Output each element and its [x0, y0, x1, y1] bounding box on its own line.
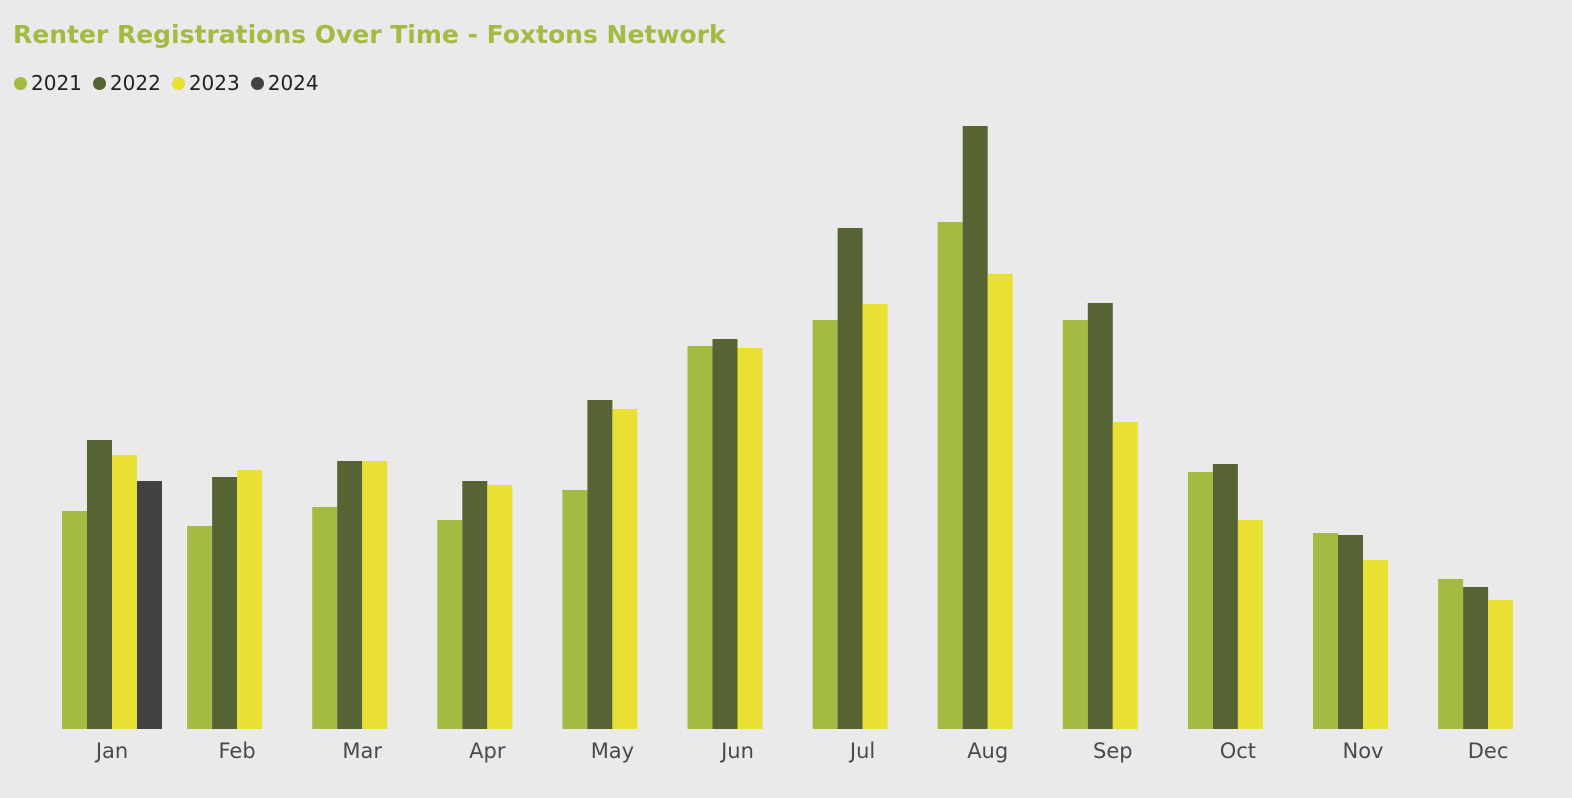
bar-oct-2021[interactable] — [1187, 472, 1213, 729]
bar-sep-2023[interactable] — [1112, 422, 1138, 729]
legend-label-2022: 2022 — [109, 71, 161, 95]
legend-label-2024: 2024 — [267, 71, 319, 95]
legend-item-2024: 2024 — [250, 71, 319, 95]
bar-nov-2021[interactable] — [1313, 533, 1338, 729]
x-tick-label-mar: Mar — [342, 739, 382, 763]
x-tick-label-nov: Nov — [1343, 739, 1384, 763]
x-tick-label-jul: Jul — [848, 739, 875, 763]
bar-may-2023[interactable] — [612, 409, 638, 729]
bar-jul-2023[interactable] — [862, 304, 888, 729]
bar-mar-2023[interactable] — [362, 461, 388, 729]
chart-legend: 2021 2022 2023 2024 — [14, 71, 330, 95]
x-tick-label-dec: Dec — [1468, 739, 1509, 763]
bar-oct-2022[interactable] — [1212, 464, 1238, 729]
bar-may-2021[interactable] — [562, 490, 588, 729]
bar-jun-2023[interactable] — [737, 348, 763, 729]
x-tick-label-feb: Feb — [219, 739, 256, 763]
bar-jan-2021[interactable] — [62, 511, 87, 729]
bar-aug-2022[interactable] — [962, 126, 988, 729]
bar-dec-2022[interactable] — [1463, 587, 1489, 729]
bar-jun-2021[interactable] — [687, 346, 713, 729]
bar-mar-2021[interactable] — [312, 507, 338, 729]
bar-aug-2021[interactable] — [937, 222, 963, 729]
bar-nov-2022[interactable] — [1338, 535, 1363, 729]
legend-dot-2022 — [92, 76, 106, 90]
x-tick-label-oct: Oct — [1220, 739, 1256, 763]
legend-label-2021: 2021 — [31, 71, 82, 95]
x-tick-label-jan: Jan — [94, 739, 128, 763]
legend-dot-2021 — [14, 76, 27, 90]
bar-dec-2023[interactable] — [1488, 600, 1514, 729]
x-tick-label-apr: Apr — [469, 739, 506, 763]
bar-oct-2023[interactable] — [1237, 520, 1263, 729]
bar-apr-2023[interactable] — [487, 485, 513, 729]
x-tick-label-may: May — [591, 739, 634, 763]
bar-apr-2022[interactable] — [462, 481, 488, 729]
bar-sep-2021[interactable] — [1062, 320, 1088, 729]
bar-apr-2021[interactable] — [437, 520, 463, 729]
bar-jun-2022[interactable] — [712, 339, 738, 729]
legend-item-2023: 2023 — [171, 71, 240, 95]
legend-label-2023: 2023 — [188, 71, 240, 95]
x-tick-label-sep: Sep — [1093, 739, 1133, 763]
bar-dec-2021[interactable] — [1438, 579, 1464, 729]
bar-jan-2023[interactable] — [112, 455, 137, 729]
x-tick-label-aug: Aug — [967, 739, 1008, 763]
bar-feb-2022[interactable] — [212, 477, 238, 729]
bar-jul-2021[interactable] — [812, 320, 838, 729]
bar-mar-2022[interactable] — [337, 461, 363, 729]
bar-feb-2021[interactable] — [187, 526, 213, 729]
chart-title: Renter Registrations Over Time - Foxtons… — [13, 20, 726, 49]
bar-jul-2022[interactable] — [837, 228, 863, 729]
bar-aug-2023[interactable] — [987, 274, 1013, 729]
legend-item-2021: 2021 — [14, 71, 82, 95]
legend-dot-2023 — [171, 76, 185, 90]
bar-sep-2022[interactable] — [1087, 303, 1113, 729]
bar-jan-2024[interactable] — [137, 481, 162, 729]
bar-nov-2023[interactable] — [1363, 560, 1388, 729]
bar-may-2022[interactable] — [587, 400, 613, 729]
bar-jan-2022[interactable] — [87, 440, 112, 729]
legend-dot-2024 — [250, 76, 264, 90]
bar-feb-2023[interactable] — [237, 470, 263, 729]
legend-item-2022: 2022 — [92, 71, 161, 95]
x-tick-label-jun: Jun — [719, 739, 754, 763]
